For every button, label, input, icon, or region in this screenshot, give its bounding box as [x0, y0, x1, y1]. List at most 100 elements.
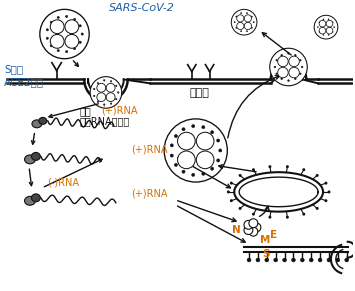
Circle shape	[110, 81, 112, 82]
Circle shape	[316, 174, 319, 177]
Text: N: N	[232, 225, 241, 235]
Circle shape	[244, 220, 253, 229]
Circle shape	[279, 57, 299, 77]
Circle shape	[79, 25, 81, 27]
Text: S: S	[262, 249, 269, 259]
Circle shape	[40, 9, 89, 59]
Circle shape	[90, 77, 122, 108]
Circle shape	[57, 49, 59, 52]
Circle shape	[316, 207, 319, 210]
Circle shape	[234, 22, 235, 23]
Circle shape	[227, 190, 230, 194]
Ellipse shape	[32, 194, 40, 202]
Circle shape	[118, 92, 119, 93]
Circle shape	[301, 66, 303, 68]
Circle shape	[326, 20, 333, 27]
Circle shape	[97, 82, 99, 84]
Circle shape	[50, 45, 53, 47]
Circle shape	[46, 37, 49, 39]
Circle shape	[170, 144, 173, 147]
Circle shape	[336, 258, 340, 262]
Circle shape	[324, 182, 327, 184]
Circle shape	[276, 73, 278, 75]
Circle shape	[291, 258, 295, 262]
Circle shape	[178, 132, 195, 150]
Circle shape	[211, 131, 214, 134]
Circle shape	[65, 34, 79, 48]
Circle shape	[332, 31, 333, 33]
Circle shape	[294, 54, 296, 56]
Text: 病毒RNA聚合酶: 病毒RNA聚合酶	[79, 116, 130, 126]
Circle shape	[50, 34, 64, 48]
Circle shape	[288, 52, 289, 54]
Circle shape	[217, 139, 220, 142]
Circle shape	[164, 119, 227, 182]
Circle shape	[50, 21, 53, 24]
Circle shape	[178, 133, 213, 168]
Circle shape	[281, 54, 283, 56]
Circle shape	[252, 213, 255, 216]
Circle shape	[265, 258, 269, 262]
Circle shape	[244, 15, 251, 22]
Circle shape	[319, 22, 320, 23]
Circle shape	[320, 21, 332, 33]
Circle shape	[332, 22, 333, 23]
Circle shape	[115, 85, 117, 87]
Circle shape	[196, 132, 214, 150]
Circle shape	[274, 66, 276, 68]
Text: SARS-CoV-2: SARS-CoV-2	[109, 3, 175, 13]
Circle shape	[241, 31, 242, 32]
Circle shape	[286, 216, 289, 219]
Circle shape	[231, 9, 257, 35]
Circle shape	[300, 258, 304, 262]
Circle shape	[268, 165, 271, 168]
Circle shape	[299, 73, 301, 75]
Circle shape	[281, 78, 283, 80]
Ellipse shape	[32, 120, 42, 128]
Circle shape	[65, 20, 79, 34]
Circle shape	[246, 13, 248, 14]
Circle shape	[178, 151, 195, 169]
Circle shape	[244, 22, 251, 30]
Circle shape	[334, 26, 335, 28]
Circle shape	[309, 258, 313, 262]
Circle shape	[317, 26, 318, 28]
Circle shape	[286, 165, 289, 168]
Circle shape	[252, 223, 261, 232]
Circle shape	[79, 41, 81, 43]
Circle shape	[52, 21, 77, 47]
Circle shape	[237, 15, 244, 22]
Circle shape	[73, 18, 76, 21]
Circle shape	[314, 15, 338, 39]
Circle shape	[328, 190, 331, 194]
Circle shape	[97, 84, 115, 101]
Text: S蛋白: S蛋白	[4, 65, 23, 74]
Circle shape	[256, 258, 260, 262]
Ellipse shape	[39, 117, 47, 124]
Circle shape	[211, 167, 214, 170]
Circle shape	[230, 182, 233, 184]
Text: (-)RNA: (-)RNA	[47, 177, 79, 187]
Circle shape	[244, 226, 253, 235]
Circle shape	[182, 170, 185, 173]
Circle shape	[328, 19, 329, 20]
Text: (+)RNA: (+)RNA	[131, 189, 167, 199]
Circle shape	[252, 168, 255, 171]
Circle shape	[237, 22, 244, 30]
Circle shape	[202, 125, 205, 129]
Circle shape	[103, 104, 105, 105]
Circle shape	[65, 50, 68, 53]
Circle shape	[93, 95, 95, 97]
Text: M: M	[260, 235, 270, 245]
Circle shape	[319, 20, 326, 27]
Circle shape	[299, 59, 301, 61]
Circle shape	[236, 16, 237, 17]
Circle shape	[73, 47, 76, 50]
Text: ACE2受体: ACE2受体	[4, 77, 44, 87]
Circle shape	[326, 27, 333, 34]
Circle shape	[97, 101, 99, 102]
Circle shape	[65, 15, 68, 18]
Circle shape	[327, 258, 331, 262]
Circle shape	[270, 48, 307, 86]
Circle shape	[239, 174, 241, 177]
